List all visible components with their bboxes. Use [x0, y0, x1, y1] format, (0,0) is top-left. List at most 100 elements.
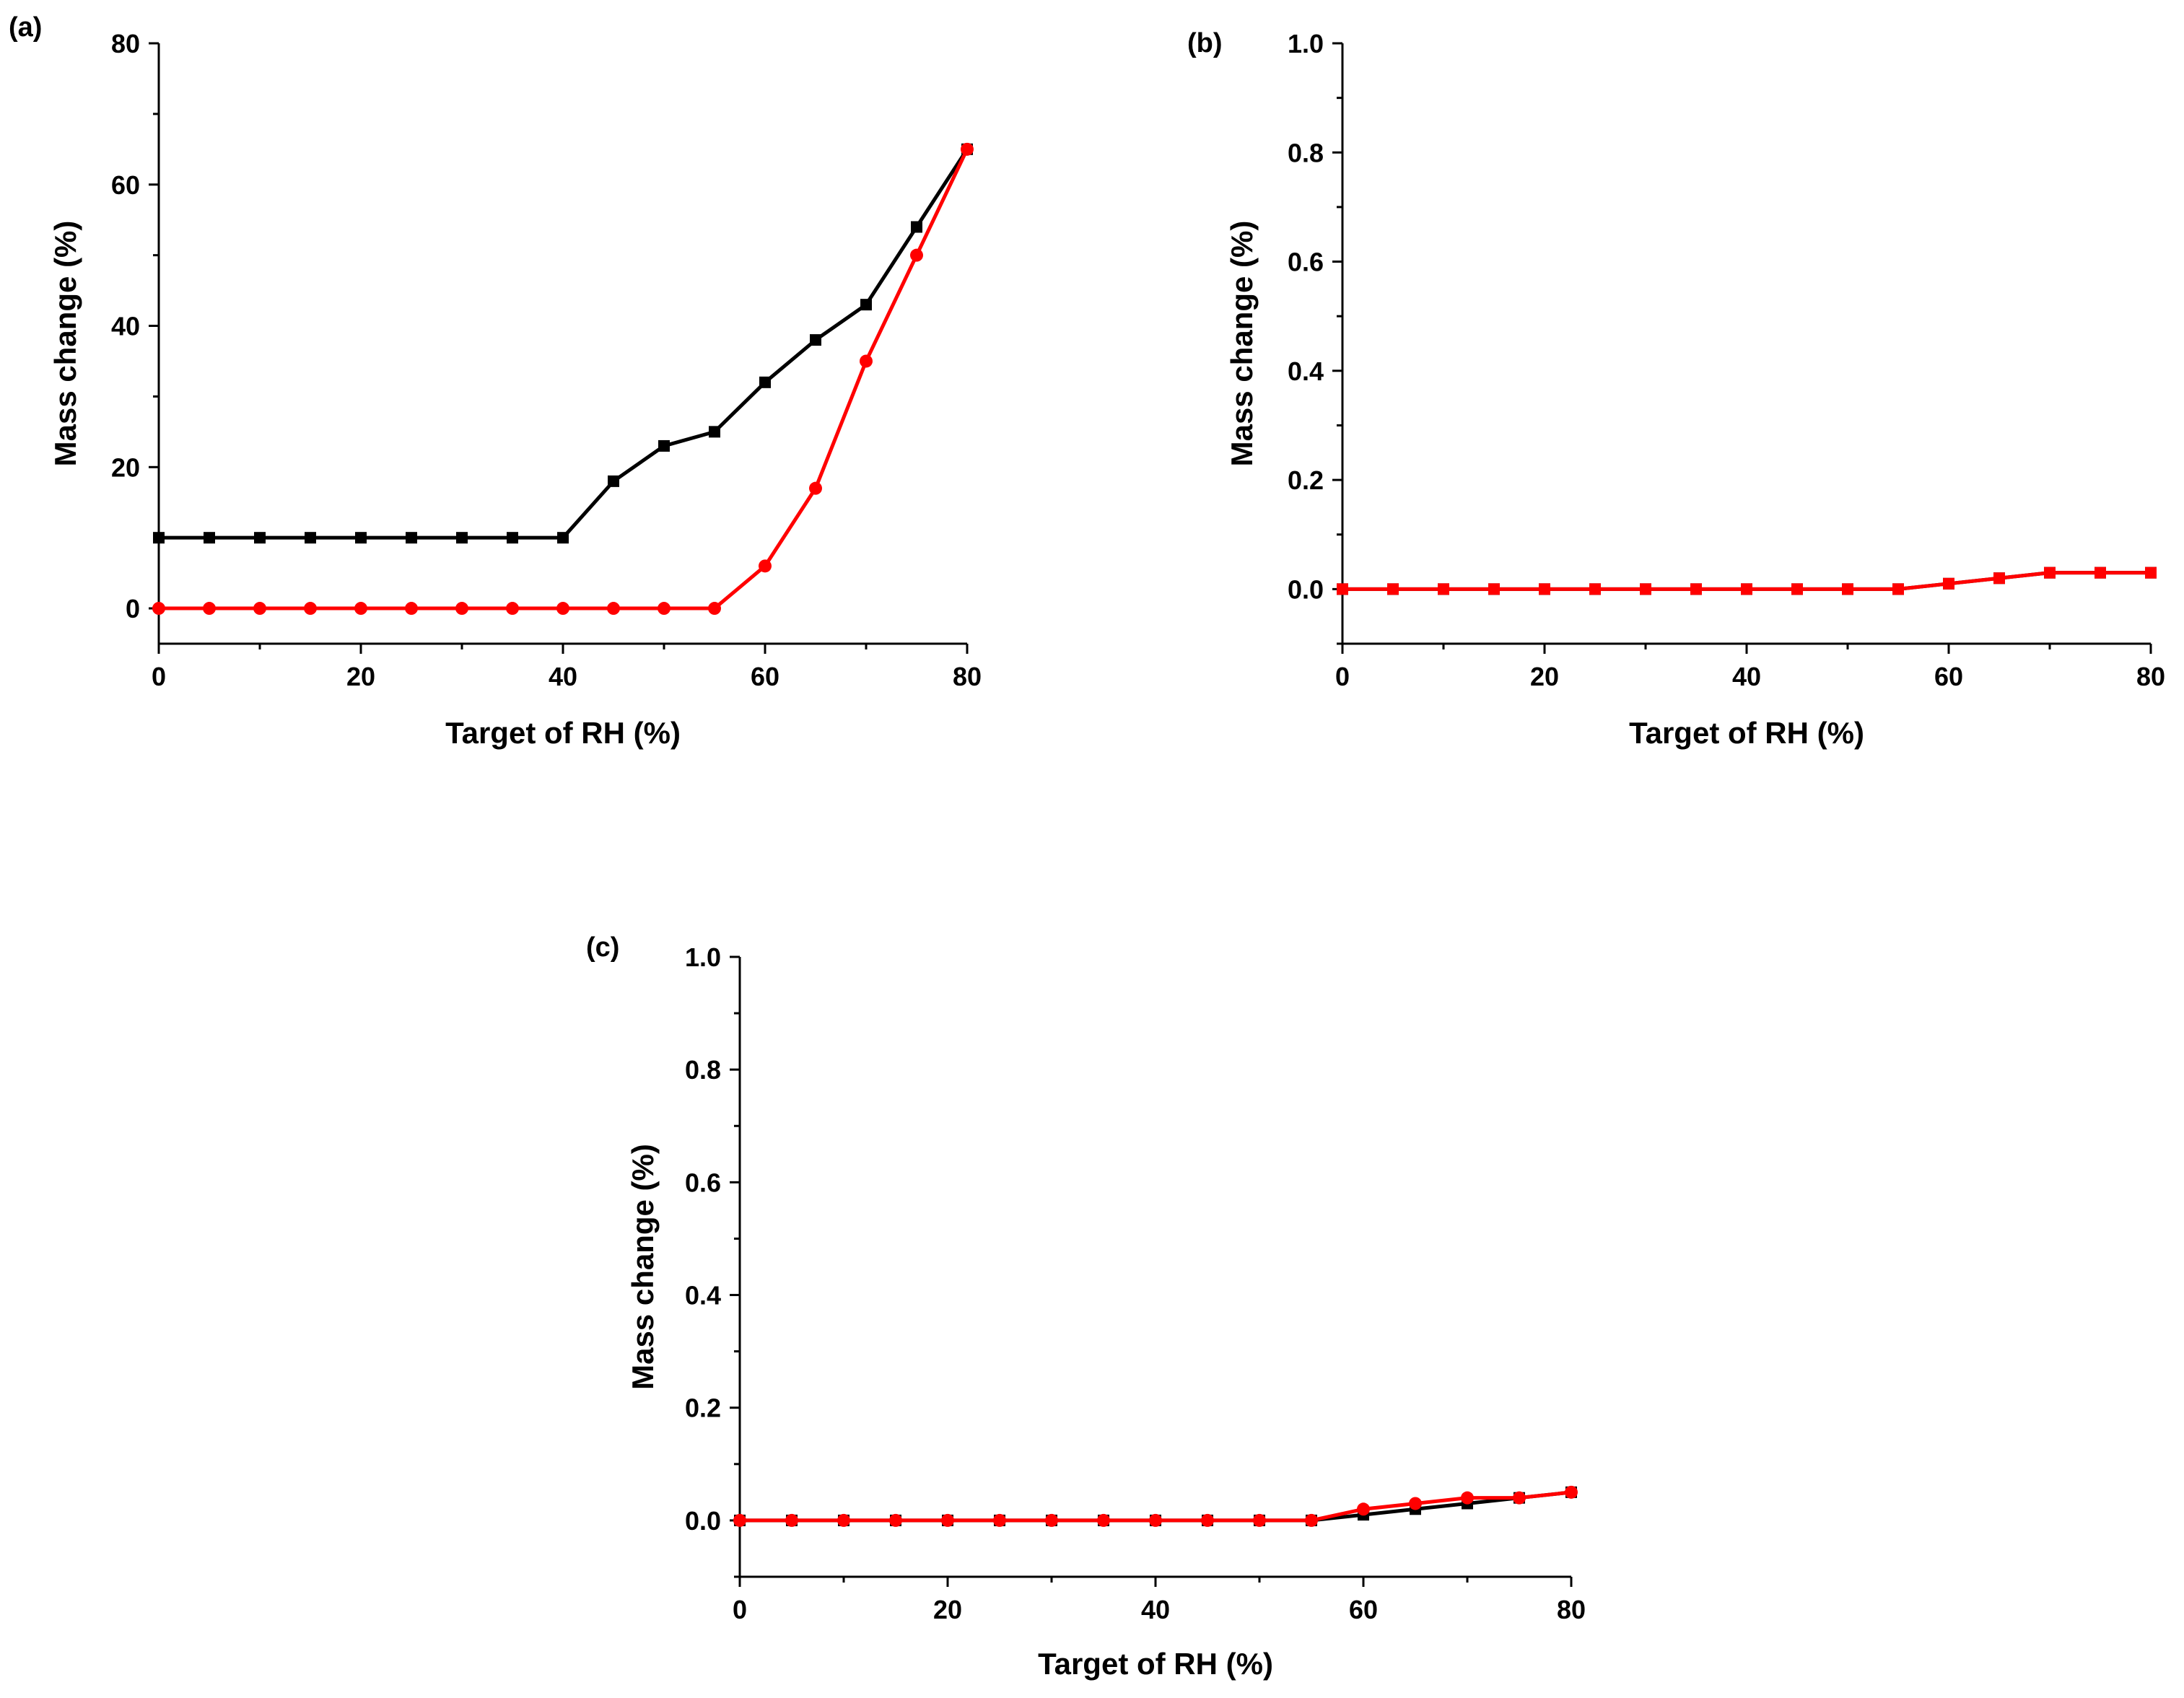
- data-point-red: [1409, 1497, 1422, 1510]
- data-point-red: [759, 559, 772, 573]
- y-tick-label: 60: [111, 170, 140, 200]
- y-tick-label: 0.2: [1288, 465, 1324, 495]
- y-tick-label: 0.6: [1288, 248, 1324, 277]
- data-point-red: [1045, 1513, 1058, 1527]
- data-point-black: [810, 334, 821, 346]
- data-point-red: [1791, 583, 1803, 595]
- y-tick-label: 0.4: [1288, 356, 1324, 386]
- data-point-red: [607, 602, 620, 616]
- data-point-red: [837, 1513, 850, 1527]
- data-point-red: [405, 602, 418, 616]
- data-point-red: [708, 602, 721, 616]
- data-point-black: [305, 532, 316, 544]
- x-tick-label: 80: [953, 662, 982, 691]
- data-point-red: [993, 1513, 1006, 1527]
- x-tick-label: 20: [1530, 662, 1559, 691]
- data-point-black: [860, 299, 872, 311]
- data-point-red: [733, 1513, 746, 1527]
- data-point-black: [759, 376, 771, 388]
- x-tick-label: 80: [2136, 662, 2165, 691]
- data-point-red: [809, 481, 822, 495]
- x-tick-label: 60: [751, 662, 779, 691]
- data-point-red: [910, 248, 923, 262]
- y-tick-label: 0.4: [685, 1281, 721, 1310]
- data-point-red: [1461, 1491, 1474, 1505]
- data-point-red: [1337, 583, 1348, 595]
- x-tick-label: 0: [152, 662, 166, 691]
- y-axis-title: Mass change (%): [48, 221, 82, 467]
- data-point-red: [1892, 583, 1904, 595]
- y-axis-title: Mass change (%): [1225, 221, 1259, 467]
- y-tick-label: 0.6: [685, 1168, 721, 1197]
- y-tick-label: 0.0: [685, 1506, 721, 1536]
- data-point-red: [961, 142, 974, 156]
- y-tick-label: 0.0: [1288, 574, 1324, 604]
- panel-b: 0 20 40 60 80 0.0 0.2 0.4 0.6 0.8 1.0 Target of RH …: [1187, 28, 2165, 750]
- data-point-red: [304, 602, 317, 616]
- x-tick-label: 40: [549, 662, 577, 691]
- data-point-red: [1357, 1502, 1370, 1516]
- y-tick-label: 0.8: [1288, 138, 1324, 167]
- x-axis-title: Target of RH (%): [1038, 1647, 1273, 1681]
- y-tick-label: 0.8: [685, 1055, 721, 1085]
- data-point-red: [1149, 1513, 1162, 1527]
- data-point-red: [860, 354, 873, 368]
- x-tick-label: 60: [1349, 1595, 1378, 1624]
- data-point-red: [1690, 583, 1702, 595]
- y-tick-label: 0: [126, 594, 140, 623]
- data-point-black: [507, 532, 518, 544]
- data-point-red: [2095, 566, 2106, 579]
- y-tick-label: 40: [111, 312, 140, 341]
- data-point-red: [941, 1513, 954, 1527]
- data-point-red: [1097, 1513, 1110, 1527]
- data-point-red: [1589, 583, 1601, 595]
- data-point-red: [1387, 583, 1399, 595]
- data-point-red: [1305, 1513, 1318, 1527]
- x-tick-label: 60: [1934, 662, 1963, 691]
- data-point-red: [889, 1513, 902, 1527]
- data-point-red: [455, 602, 468, 616]
- data-point-red: [1488, 583, 1500, 595]
- series-line-black: [159, 148, 969, 540]
- x-tick-label: 20: [933, 1595, 962, 1624]
- data-point-red: [1539, 583, 1550, 595]
- panel-c: 0 20 40 60 80 0.0 0.2 0.4 0.6 0.8 1.0 Target of RH …: [586, 932, 1586, 1681]
- x-tick-label: 40: [1141, 1595, 1170, 1624]
- x-tick-label: 40: [1732, 662, 1761, 691]
- data-point-black: [658, 439, 670, 452]
- data-point-red: [785, 1513, 798, 1527]
- y-tick-label: 80: [111, 29, 140, 58]
- data-point-red: [1513, 1491, 1526, 1505]
- panel-label: (b): [1187, 28, 1223, 58]
- data-point-black: [608, 475, 619, 487]
- x-axis-title: Target of RH (%): [445, 716, 681, 750]
- x-axis-title: Target of RH (%): [1629, 716, 1864, 750]
- panel-a: 0 20 40 60 80 0 20 40 60 80 Target of RH (%) Mass c…: [9, 12, 982, 750]
- data-point-red: [506, 602, 519, 616]
- data-point-red: [354, 602, 367, 616]
- data-point-red: [1565, 1485, 1578, 1499]
- x-tick-label: 0: [1335, 662, 1350, 691]
- data-point-black: [406, 532, 417, 544]
- data-point-red: [203, 602, 216, 616]
- x-tick-label: 0: [733, 1595, 747, 1624]
- data-point-red: [1253, 1513, 1266, 1527]
- data-point-black: [355, 532, 367, 544]
- data-point-red: [1640, 583, 1651, 595]
- x-tick-label: 20: [346, 662, 375, 691]
- data-point-red: [1201, 1513, 1214, 1527]
- data-point-black: [709, 426, 720, 438]
- data-point-red: [556, 602, 569, 616]
- data-point-red: [658, 602, 671, 616]
- y-tick-label: 0.2: [685, 1393, 721, 1423]
- data-point-black: [557, 532, 569, 544]
- data-point-red: [1993, 572, 2005, 585]
- x-tick-label: 80: [1557, 1595, 1586, 1624]
- data-point-black: [204, 532, 215, 544]
- y-tick-label: 1.0: [685, 942, 721, 972]
- y-tick-label: 20: [111, 452, 140, 482]
- data-point-red: [2145, 566, 2157, 579]
- data-point-red: [1741, 583, 1752, 595]
- data-point-red: [1438, 583, 1449, 595]
